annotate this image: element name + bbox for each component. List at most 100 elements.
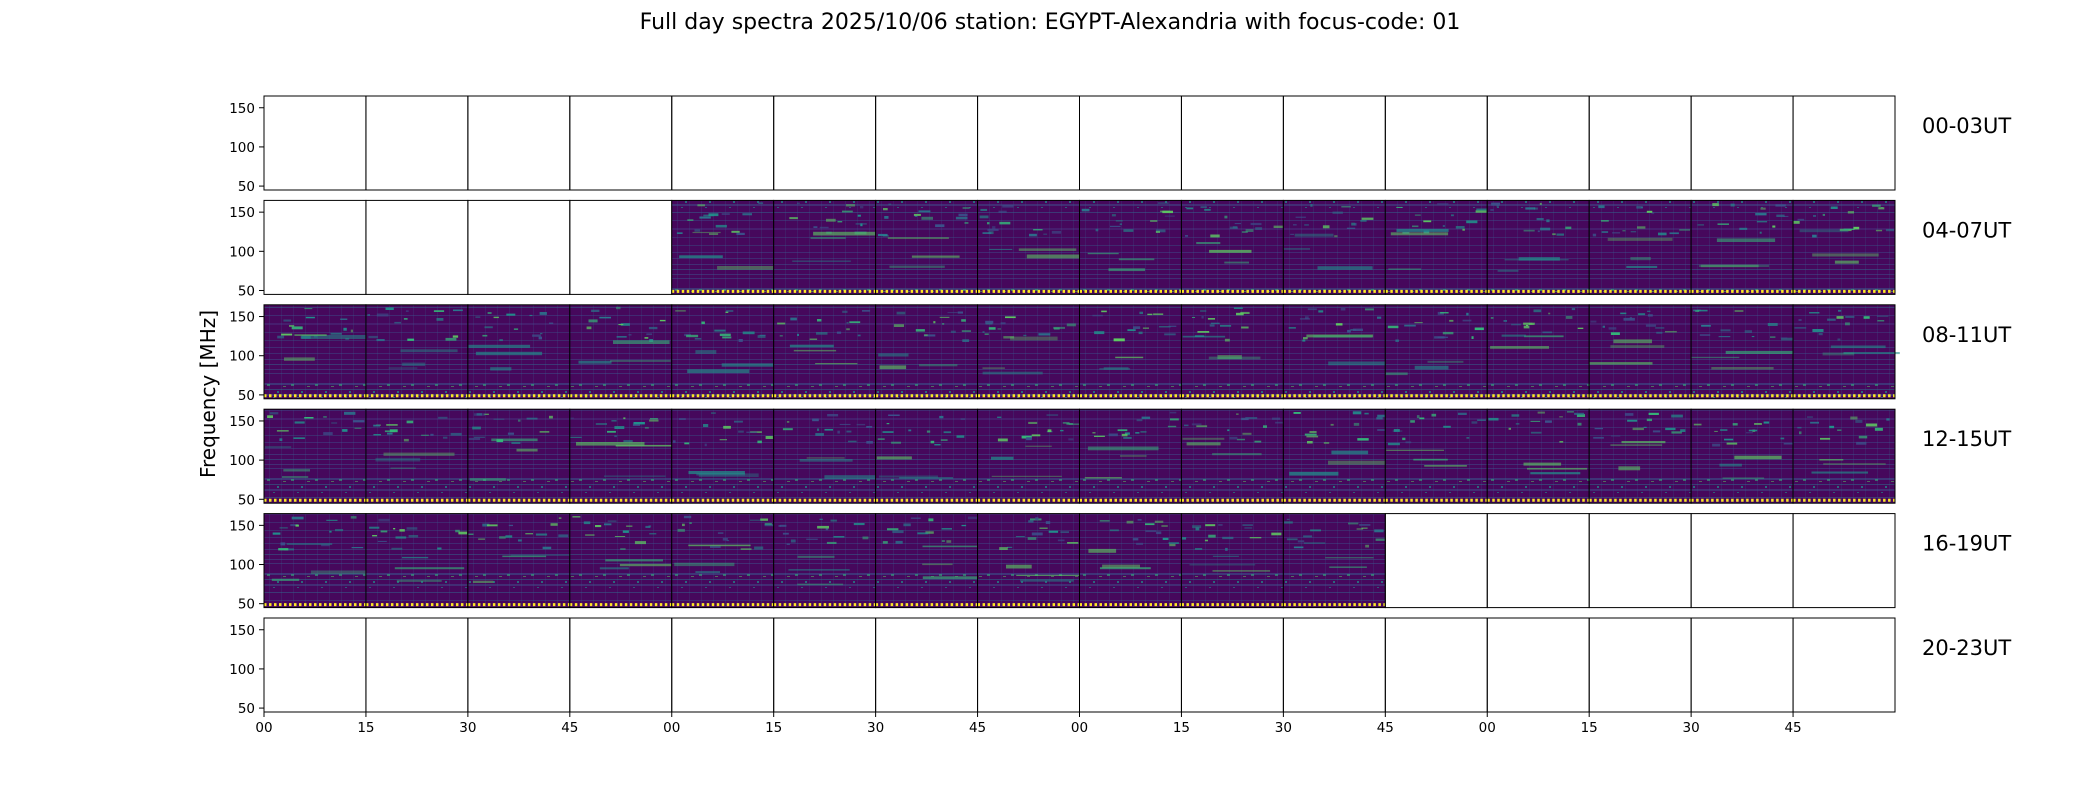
panel-frame	[1588, 95, 1692, 191]
emission-streak	[940, 439, 948, 441]
emission-streak	[708, 213, 719, 217]
panel	[1384, 199, 1488, 295]
band-feature	[1830, 345, 1886, 349]
emission-streak	[455, 529, 460, 533]
x-tick-label: 30	[1275, 720, 1292, 736]
emission-streak	[722, 538, 728, 541]
emission-streak	[1068, 438, 1074, 441]
emission-streak	[1523, 229, 1535, 232]
emission-streak	[1636, 206, 1643, 209]
panel	[569, 408, 673, 504]
emission-streak	[616, 306, 621, 310]
emission-streak	[1680, 429, 1686, 432]
emission-streak	[335, 529, 344, 532]
band-feature	[824, 475, 891, 479]
emission-streak	[813, 226, 818, 228]
band-feature	[922, 563, 953, 566]
emission-streak	[1523, 322, 1533, 325]
band-feature	[1413, 458, 1448, 461]
band-feature	[1212, 555, 1239, 557]
emission-streak	[607, 430, 616, 433]
emission-streak	[1843, 228, 1855, 230]
y-tick-label: 100	[229, 140, 255, 156]
emission-streak	[849, 321, 861, 324]
emission-streak	[291, 516, 304, 520]
band-feature	[472, 580, 494, 583]
emission-streak	[585, 534, 595, 536]
band-feature	[599, 567, 629, 570]
emission-streak	[1739, 227, 1748, 230]
band-feature	[475, 351, 543, 356]
band-feature	[1108, 268, 1145, 272]
panel	[875, 513, 989, 609]
emission-streak	[1423, 230, 1430, 234]
emission-streak	[1442, 331, 1454, 335]
emission-streak	[1652, 430, 1661, 433]
emission-streak	[817, 319, 822, 322]
emission-streak	[1158, 326, 1171, 328]
emission-streak	[778, 525, 781, 527]
panel	[1588, 304, 1692, 400]
emission-streak	[1029, 233, 1037, 237]
emission-streak	[350, 516, 357, 519]
emission-streak	[1310, 204, 1313, 207]
emission-streak	[1168, 325, 1177, 327]
spectrogram	[977, 513, 1080, 608]
band-feature	[383, 452, 455, 456]
emission-streak	[982, 232, 992, 234]
emission-streak	[1437, 203, 1449, 205]
panel	[1486, 304, 1590, 400]
panel-frame	[977, 617, 1080, 713]
emission-streak	[1377, 316, 1382, 319]
emission-streak	[445, 337, 457, 341]
emission-streak	[1392, 430, 1403, 432]
band-feature	[402, 362, 426, 366]
emission-streak	[1726, 442, 1738, 445]
emission-streak	[1813, 215, 1816, 217]
band-feature	[1294, 233, 1334, 237]
band-feature	[797, 583, 844, 586]
panel	[671, 513, 776, 609]
emission-streak	[1352, 328, 1363, 331]
emission-streak	[1351, 222, 1355, 226]
emission-streak	[684, 442, 690, 445]
row-00-03UT: 50 100 150 00-03UT	[229, 95, 2011, 195]
spectrogram	[977, 409, 1080, 504]
emission-streak	[1218, 524, 1223, 526]
band-feature	[1843, 352, 1900, 355]
emission-streak	[506, 313, 516, 316]
band-feature	[294, 334, 327, 336]
panel	[1282, 304, 1396, 400]
emission-streak	[758, 202, 764, 204]
emission-streak	[1192, 317, 1195, 318]
panel-frame	[365, 199, 469, 295]
emission-streak	[1462, 319, 1472, 322]
emission-streak	[1471, 421, 1478, 424]
emission-streak	[1135, 432, 1140, 434]
emission-streak	[961, 330, 971, 332]
emission-streak	[350, 329, 353, 333]
emission-streak	[373, 424, 380, 427]
emission-streak	[999, 221, 1011, 225]
emission-streak	[406, 420, 414, 424]
emission-streak	[1000, 322, 1006, 325]
emission-streak	[634, 541, 646, 545]
emission-streak	[1275, 421, 1284, 424]
band-feature	[1084, 477, 1122, 479]
emission-streak	[499, 339, 503, 342]
emission-streak	[1412, 225, 1419, 228]
emission-streak	[1210, 322, 1220, 324]
emission-streak	[380, 530, 388, 533]
emission-streak	[1476, 208, 1488, 211]
panel	[1282, 95, 1386, 191]
emission-streak	[806, 538, 818, 540]
emission-streak	[694, 338, 702, 340]
spectrogram	[1283, 200, 1386, 295]
emission-streak	[1545, 420, 1552, 423]
y-tick-label: 50	[238, 492, 255, 508]
emission-streak	[1566, 411, 1574, 413]
emission-streak	[1158, 202, 1169, 204]
emission-streak	[738, 339, 743, 342]
emission-streak	[1730, 203, 1735, 207]
